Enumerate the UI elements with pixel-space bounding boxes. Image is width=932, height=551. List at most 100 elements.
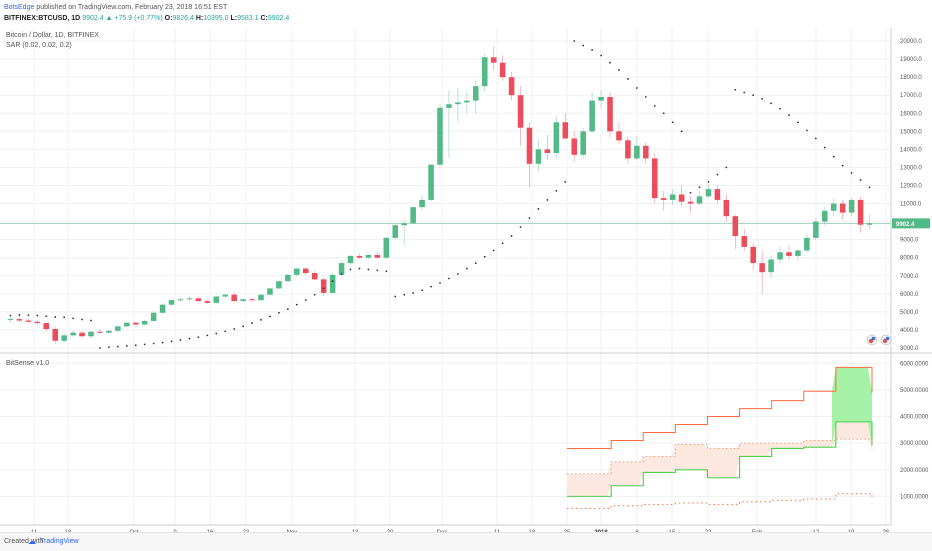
candle (651, 152, 658, 204)
candle-body (428, 164, 434, 200)
event-flag-icon[interactable] (866, 334, 878, 346)
symbol-line: BITFINEX:BTCUSD, 1D 9902.4 ▲ +75.9 (+0.7… (4, 15, 289, 22)
candle-body (571, 138, 578, 155)
price-axis[interactable]: 20000.0 19000.0 18000.0 17000.0 16000.0 15000… (892, 39, 930, 352)
sar-dot (448, 277, 450, 280)
sar-dot (125, 345, 128, 347)
candle-body (97, 331, 103, 333)
candle (177, 297, 184, 302)
sar-dot (412, 292, 415, 294)
sar-dot (483, 255, 486, 258)
candle (777, 246, 783, 264)
candle-body (857, 199, 864, 225)
candle (669, 189, 676, 206)
candle-body (678, 194, 685, 202)
candle-body (294, 268, 300, 275)
candle (401, 219, 407, 246)
close-value: 9902.4 (267, 15, 290, 22)
candle-body (132, 322, 139, 325)
sar-dot (45, 315, 48, 318)
low-value: 9583.1 (237, 15, 259, 22)
indicator-tick-label: 5000.0000 (900, 388, 929, 394)
candle-body (804, 237, 810, 251)
time-axis[interactable]: 11 18 Oct 9 16 23 Nov 13 20 Dec 11 18 25 2018 8 15 22 Feb… (31, 530, 890, 532)
event-flag-icon[interactable] (880, 334, 892, 346)
sar-dot (90, 319, 92, 322)
candle (804, 234, 810, 253)
candle (168, 298, 175, 307)
candle (61, 333, 67, 343)
sar-dot (537, 208, 540, 210)
sar-dot (823, 146, 826, 149)
candle (687, 196, 694, 213)
candle (410, 206, 416, 225)
candle (88, 330, 94, 339)
price-tick-label: 8000.0 (900, 256, 919, 262)
candle (446, 89, 452, 159)
candle (535, 140, 542, 172)
candle-body (741, 236, 748, 247)
sar-dot (582, 44, 585, 47)
sar-dot (779, 107, 781, 110)
sar-dot (528, 217, 531, 219)
time-tick-label: 20 (387, 530, 394, 532)
candle (258, 293, 264, 302)
sar-dot (644, 96, 647, 98)
price-change: +75.9 (+0.77%) (114, 15, 163, 22)
sar-dot (770, 102, 772, 105)
sar-dot (9, 314, 12, 317)
price-tick-label: 14000.0 (900, 147, 922, 153)
candle (723, 194, 730, 222)
tradingview-logo-icon[interactable]: ☁ (28, 537, 36, 546)
sar-dot (36, 314, 39, 317)
candle-body (714, 189, 721, 200)
candle-body (625, 140, 631, 159)
candle (231, 292, 237, 302)
candle-body (508, 77, 515, 96)
candle (813, 217, 819, 240)
chart-canvas[interactable]: 20000.0 19000.0 18000.0 17000.0 16000.0 15000… (0, 28, 932, 532)
candle-body (141, 320, 148, 325)
candle (830, 198, 837, 217)
candle (580, 127, 586, 159)
candle-body (822, 210, 828, 222)
candle-body (365, 255, 372, 258)
sar-dot (376, 269, 379, 272)
candle-body (786, 252, 792, 256)
bitsense-mid-dotted (567, 438, 873, 475)
indicator-axis[interactable]: 6000.0000 5000.0000 4000.0000 3000.0000 2000… (900, 361, 929, 500)
candle (329, 273, 336, 294)
sar-dot (134, 344, 137, 347)
sar-dot (519, 226, 522, 228)
tradingview-brand[interactable]: TradingView (40, 538, 79, 545)
green-band-fill (831, 367, 872, 448)
time-tick-label: 25 (564, 530, 571, 532)
sar-dot (474, 262, 477, 265)
price-tick-label: 9000.0 (900, 238, 919, 244)
sar-dot (546, 199, 549, 201)
author-link[interactable]: BotsEdge (4, 4, 35, 11)
pink-band-fill (567, 421, 872, 497)
candle-body (222, 294, 229, 297)
sar-dot (295, 303, 298, 306)
candle-body (43, 323, 50, 330)
candle-body (276, 281, 282, 289)
sar-dot (197, 336, 200, 339)
open-label: O: (164, 15, 173, 22)
candle (428, 163, 434, 202)
candle (124, 321, 130, 328)
candle-body (848, 199, 855, 213)
candle (678, 185, 685, 208)
high-label: H: (195, 15, 204, 22)
sar-dot (832, 155, 835, 158)
sar-dot (653, 105, 656, 107)
candle-body (338, 263, 345, 275)
sar-dot (340, 273, 343, 275)
candle-body (768, 259, 774, 273)
sar-dot (573, 40, 576, 42)
sar-dot (27, 314, 30, 317)
candle (437, 104, 443, 168)
candle (276, 280, 282, 290)
candle (159, 303, 166, 314)
candle (759, 250, 765, 294)
